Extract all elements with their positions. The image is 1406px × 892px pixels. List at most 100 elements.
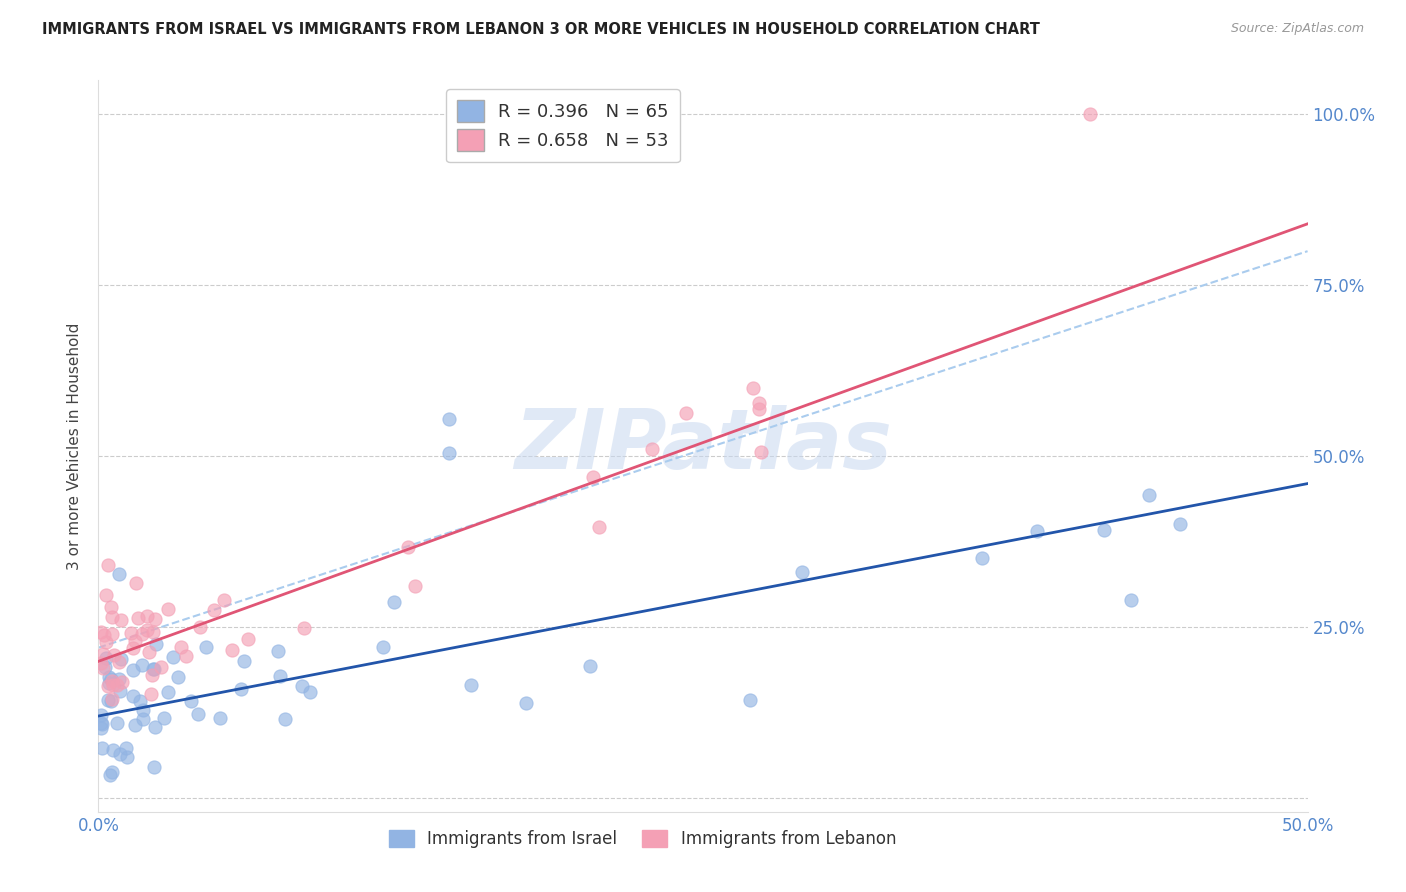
Point <box>188 620 211 634</box>
Point <box>157 685 180 699</box>
Point <box>124 633 146 648</box>
Point <box>93 660 115 674</box>
Point <box>1092 523 1115 537</box>
Point <box>292 621 315 635</box>
Point <box>97 676 120 690</box>
Point <box>740 692 762 706</box>
Point <box>232 653 254 667</box>
Point <box>90 721 112 735</box>
Point <box>291 679 314 693</box>
Point <box>91 740 114 755</box>
Point <box>202 602 225 616</box>
Point <box>127 611 149 625</box>
Point <box>96 693 118 707</box>
Point <box>110 652 132 666</box>
Point <box>142 625 165 640</box>
Point <box>121 663 143 677</box>
Point <box>972 551 994 566</box>
Point <box>132 713 155 727</box>
Point <box>792 565 814 579</box>
Point <box>122 641 145 656</box>
Point <box>138 645 160 659</box>
Text: Source: ZipAtlas.com: Source: ZipAtlas.com <box>1230 22 1364 36</box>
Point <box>135 623 157 637</box>
Point <box>97 670 120 684</box>
Point <box>1078 107 1101 121</box>
Point <box>111 675 134 690</box>
Point <box>110 747 132 762</box>
Point <box>101 692 124 706</box>
Point <box>97 558 120 572</box>
Point <box>748 402 770 417</box>
Point <box>107 655 129 669</box>
Point <box>132 704 155 718</box>
Point <box>100 600 122 615</box>
Point <box>167 670 190 684</box>
Point <box>100 694 122 708</box>
Point <box>115 750 138 764</box>
Point <box>105 678 128 692</box>
Point <box>101 678 124 692</box>
Point <box>396 540 419 554</box>
Point <box>156 602 179 616</box>
Point <box>105 716 128 731</box>
Point <box>274 712 297 726</box>
Point <box>122 690 145 704</box>
Point <box>110 613 132 627</box>
Point <box>162 649 184 664</box>
Point <box>100 673 122 687</box>
Point <box>1168 517 1191 532</box>
Point <box>100 673 122 688</box>
Point <box>110 684 132 698</box>
Point <box>94 588 117 602</box>
Point <box>128 694 150 708</box>
Point <box>91 716 114 731</box>
Point <box>96 651 118 665</box>
Point <box>299 685 322 699</box>
Point <box>460 678 482 692</box>
Point <box>90 625 112 640</box>
Point <box>101 627 124 641</box>
Point <box>94 635 117 649</box>
Text: IMMIGRANTS FROM ISRAEL VS IMMIGRANTS FROM LEBANON 3 OR MORE VEHICLES IN HOUSEHOL: IMMIGRANTS FROM ISRAEL VS IMMIGRANTS FRO… <box>42 22 1040 37</box>
Point <box>124 576 146 591</box>
Point <box>143 760 166 774</box>
Point <box>142 662 165 676</box>
Point <box>236 632 259 647</box>
Point <box>97 679 120 693</box>
Point <box>515 696 537 710</box>
Point <box>382 594 405 608</box>
Point <box>1025 524 1047 539</box>
Text: ZIPatlas: ZIPatlas <box>515 406 891 486</box>
Point <box>588 520 610 534</box>
Point <box>91 647 114 661</box>
Point <box>124 718 146 732</box>
Point <box>1137 488 1160 502</box>
Point <box>100 610 122 624</box>
Point <box>143 612 166 626</box>
Point <box>101 743 124 757</box>
Point <box>169 640 191 654</box>
Point <box>742 381 765 395</box>
Point <box>108 566 131 581</box>
Point <box>115 741 138 756</box>
Point <box>136 608 159 623</box>
Point <box>640 442 662 456</box>
Y-axis label: 3 or more Vehicles in Household: 3 or more Vehicles in Household <box>67 322 83 570</box>
Point <box>120 626 142 640</box>
Point <box>174 648 197 663</box>
Point <box>98 768 121 782</box>
Point <box>749 444 772 458</box>
Point <box>579 658 602 673</box>
Point <box>1121 593 1143 607</box>
Point <box>90 656 112 670</box>
Point <box>90 707 112 722</box>
Point <box>93 628 115 642</box>
Point <box>748 396 770 410</box>
Point <box>437 411 460 425</box>
Point <box>103 648 125 663</box>
Point <box>404 579 426 593</box>
Point <box>131 657 153 672</box>
Point <box>180 693 202 707</box>
Point <box>131 627 153 641</box>
